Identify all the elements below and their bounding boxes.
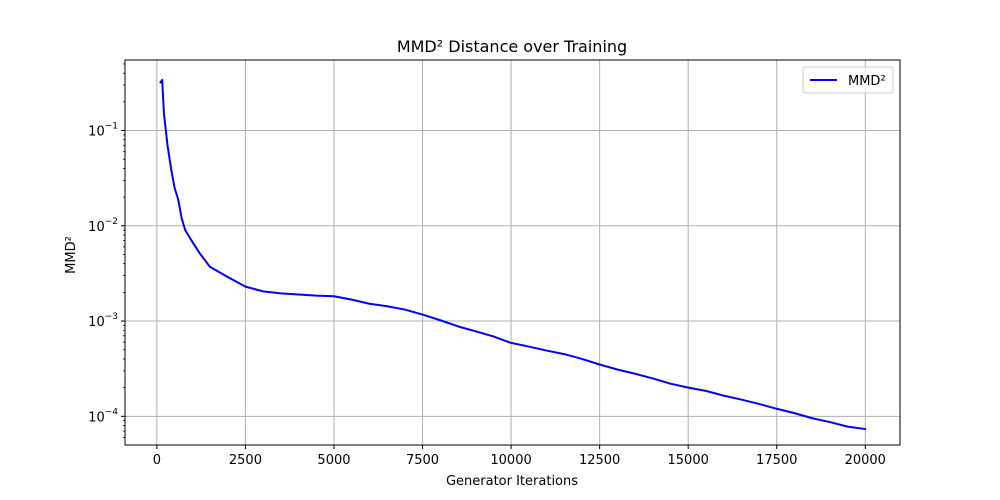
series-layer [159,78,867,431]
x-axis-ticks: 0 2500 5000 7500 10000 12500 15000 17500 20000 [153,445,886,468]
x-axis-title: Generator Iterations [446,474,578,489]
x-tick-label: 5000 [317,453,350,468]
plot-frame [124,59,901,446]
y-tick-label: 10−4 [88,407,118,425]
x-tick-label: 7500 [406,453,439,468]
y-tick-label: 10−2 [88,217,118,235]
legend-box [802,66,894,94]
y-axis-ticks: 10−4 10−3 10−2 10−1 [88,63,125,438]
x-tick-label: 2500 [229,453,262,468]
y-tick-label: 10−3 [88,312,118,330]
y-axis-title: MMD² [64,236,79,274]
y-tick-label: 10−1 [88,122,118,140]
x-tick-label: 20000 [845,453,886,468]
x-tick-label: 10000 [490,453,531,468]
x-tick-label: 0 [153,453,161,468]
series-line-0 [159,78,867,431]
legend-label: MMD² [848,74,886,89]
chart-title: MMD² Distance over Training [397,37,627,56]
x-tick-label: 15000 [668,453,709,468]
x-tick-label: 12500 [579,453,620,468]
grid [125,60,900,445]
x-tick-label: 17500 [756,453,797,468]
legend: MMD² [802,66,894,94]
